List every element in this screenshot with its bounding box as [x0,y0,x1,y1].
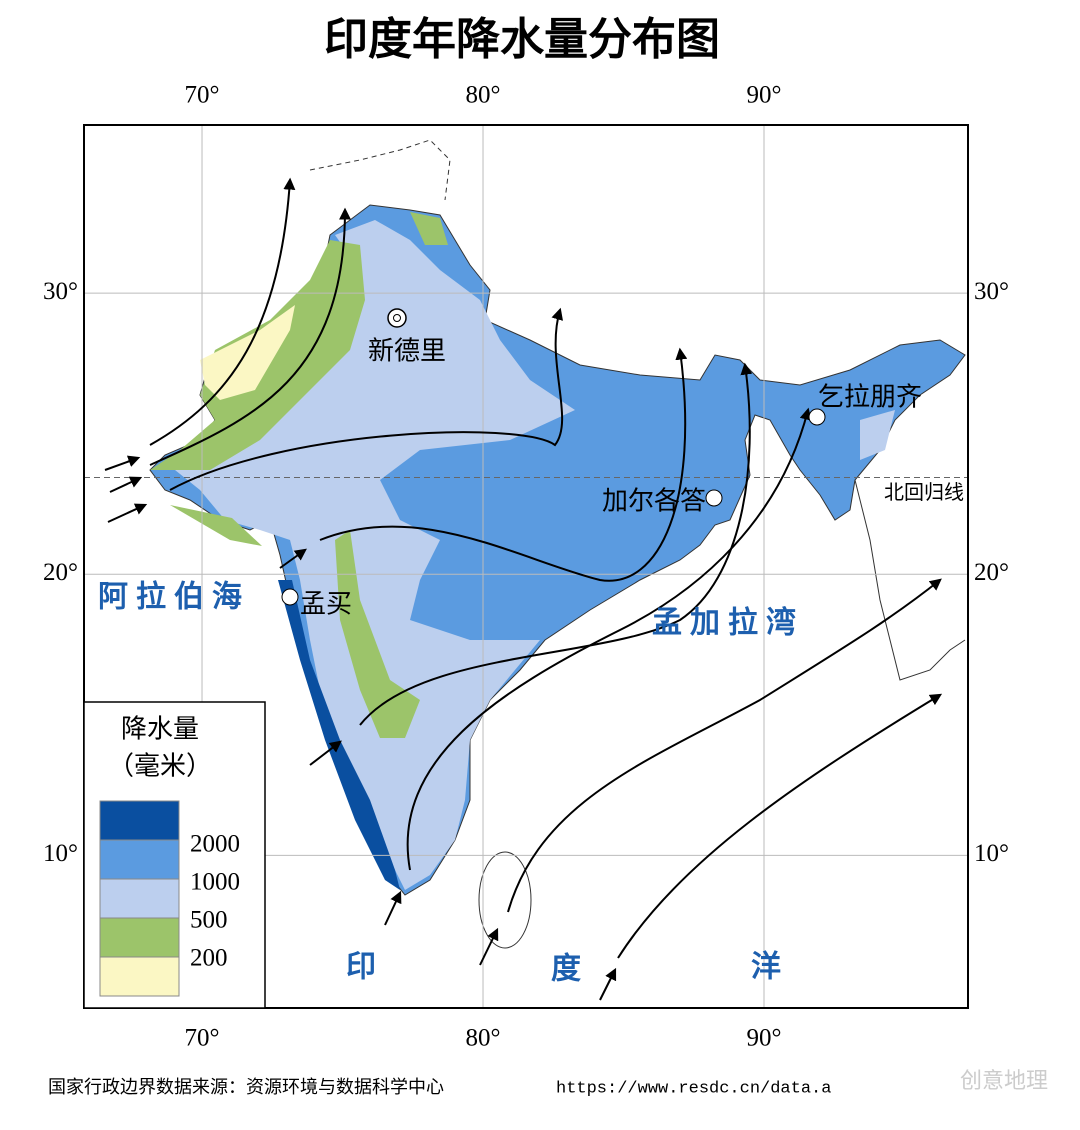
legend-swatch [99,800,180,841]
title: 印度年降水量分布图 [324,14,720,65]
legend-swatch [99,878,180,919]
legend-unit: （毫米） [108,752,212,782]
legend-label: 2000 [190,831,240,858]
legend-label: 200 [190,945,228,972]
region-500-1000-ne [860,410,895,460]
capital-marker [393,314,401,322]
ocean-label: 洋 [751,950,789,985]
region-200-500-gujarat [170,505,262,546]
footer-source: 国家行政边界数据来源：资源环境与数据科学中心 [48,1077,444,1098]
region-under-200 [200,305,295,400]
region-200-500-deccan [335,530,420,738]
lon-tick-label: 90° [747,82,782,109]
sri-lanka [478,851,532,949]
sea-label: 孟加拉湾 [652,606,804,641]
arrow [107,503,148,523]
arrow [359,362,753,726]
city-label: 乞拉朋齐 [818,383,922,413]
arrow [149,207,351,466]
cities: 新德里 乞拉朋齐 加尔各答 孟买 [281,308,922,620]
arrow [109,476,143,493]
footer-url: https://www.resdc.cn/data.a [556,1079,831,1098]
lat-tick-label: 10° [974,840,1009,867]
arrow [384,890,402,926]
city-label: 加尔各答 [602,487,706,517]
arrow [279,548,307,569]
arrow [319,347,688,582]
arrow [479,927,499,966]
lat-tick-label: 20° [974,559,1009,586]
region-500-1000 [175,220,575,890]
legend-label: 1000 [190,869,240,896]
lon-tick-label: 70° [185,82,220,109]
arrow [169,307,564,491]
border-dashed [309,139,451,201]
lat-tick-label: 30° [43,278,78,305]
tropic-label: 北回归线 [884,480,964,504]
arrow [309,740,342,766]
arrow [406,407,812,871]
legend: 降水量 （毫米） 2000 1000 500 200 [83,701,266,1009]
watermark: 创意地理 [960,1069,1048,1094]
region-over-2000 [278,580,400,890]
coastline [854,479,966,681]
lat-tick-label: 30° [974,278,1009,305]
city-marker [281,588,299,606]
map-frame [83,124,969,1009]
city-marker [705,489,723,507]
region-1000-2000 [149,204,966,896]
lon-tick-label: 80° [466,1025,501,1052]
lon-tick-label: 70° [185,1025,220,1052]
legend-title: 降水量 [121,715,199,745]
legend-swatch [99,956,180,997]
arrow [104,455,141,471]
arrow [617,693,943,959]
lon-tick-label: 90° [747,1025,782,1052]
sea-label: 阿拉伯海 [98,580,250,615]
city-marker [387,308,407,328]
ocean-label: 度 [551,952,589,987]
legend-swatch [99,839,180,880]
lon-tick-label: 80° [466,82,501,109]
legend-label: 500 [190,907,228,934]
arrow [507,578,942,913]
ocean-label: 印 [346,950,384,985]
city-marker [808,408,826,426]
lat-tick-label: 20° [43,559,78,586]
city-label: 新德里 [368,337,446,367]
lat-tick-label: 10° [43,840,78,867]
rainfall-regions [149,139,966,949]
arrow [599,967,617,1001]
monsoon-arrows [104,177,943,1001]
arrow [149,177,296,446]
legend-swatch [99,917,180,958]
city-label: 孟买 [300,590,352,620]
region-200-500-north [410,212,448,245]
